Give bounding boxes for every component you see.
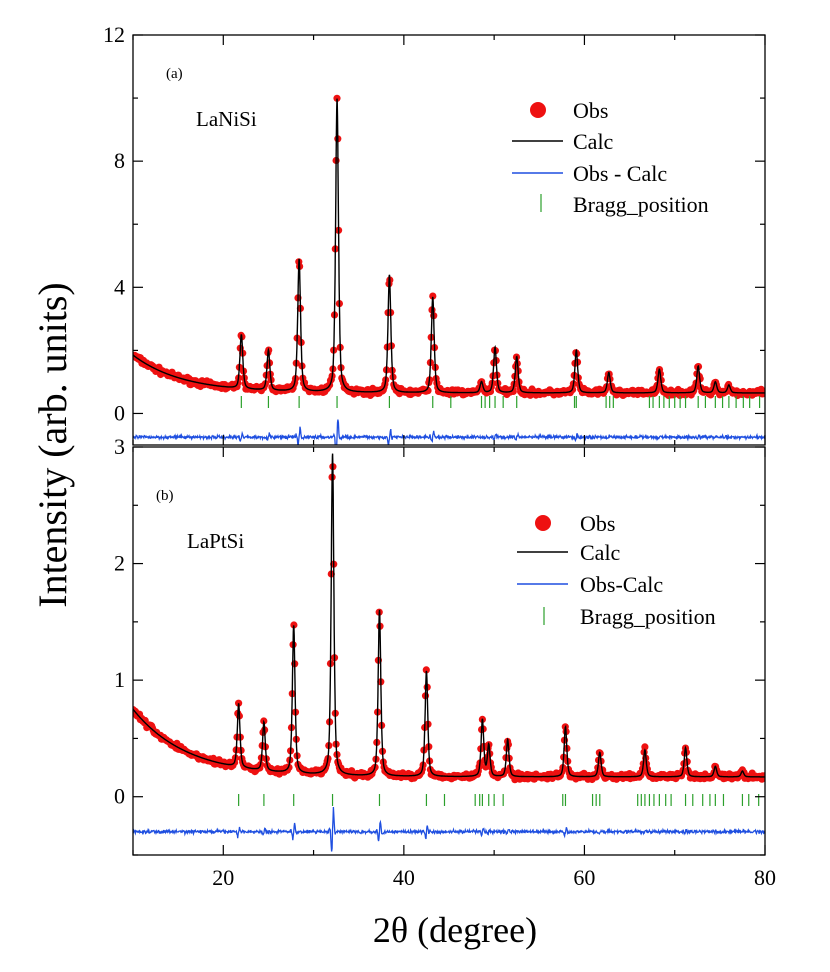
- panel-a-y-ticks: 0 4 8 12: [103, 22, 765, 425]
- panel-b-label: (b): [156, 488, 174, 504]
- panel-a-label: (a): [166, 66, 183, 82]
- obs-point: [652, 387, 660, 395]
- panel-b-plot-area: [133, 453, 765, 852]
- y-tick-label: 0: [114, 400, 125, 425]
- panel-b-legend: Obs Calc Obs-Calc Bragg_position: [517, 511, 716, 629]
- legend-obs-marker: [535, 515, 551, 531]
- obs-point: [641, 743, 649, 751]
- y-tick-label: 3: [114, 434, 125, 459]
- x-tick-label: 60: [573, 865, 595, 890]
- y-tick-label: 8: [114, 148, 125, 173]
- legend-diff-label: Obs-Calc: [580, 572, 663, 597]
- y-tick-label: 2: [114, 551, 125, 576]
- x-tick-label: 80: [754, 865, 776, 890]
- data-series-group: [133, 453, 765, 852]
- obs-point: [760, 772, 765, 780]
- legend-calc-label: Calc: [580, 540, 621, 565]
- panel-b-laptsi: 0 1 2 3 20 40 60 80 (b) LaPtSi Obs Calc Obs-Ca…: [114, 434, 776, 890]
- x-tick-label: 20: [212, 865, 234, 890]
- panel-a-lanisi: 0 4 8 12 (a) LaNiSi Obs Calc Obs - Calc Bra…: [103, 22, 766, 446]
- panel-b-x-ticks: 20 40 60 80: [132, 447, 776, 890]
- legend-diff-label: Obs - Calc: [573, 161, 667, 186]
- bragg-ticks: [238, 794, 760, 806]
- obs-point: [509, 387, 517, 395]
- diff-line: [133, 806, 765, 852]
- panel-a-frame: [132, 34, 766, 446]
- x-axis-title: 2θ (degree): [373, 910, 537, 950]
- calc-line: [133, 453, 765, 778]
- calc-line: [133, 98, 765, 394]
- observed-points: [133, 94, 765, 400]
- legend-bragg-label: Bragg_position: [580, 604, 716, 629]
- legend-obs-marker: [530, 102, 546, 118]
- panel-a-plot-area: [133, 94, 765, 445]
- obs-point: [422, 666, 430, 674]
- y-tick-label: 1: [114, 667, 125, 692]
- obs-point: [429, 292, 437, 300]
- panel-a-sample-label: LaNiSi: [196, 107, 257, 131]
- diff-line: [133, 419, 765, 445]
- obs-point: [290, 621, 298, 629]
- legend-calc-label: Calc: [573, 129, 614, 154]
- y-tick-label: 12: [103, 22, 125, 47]
- panel-a-legend: Obs Calc Obs - Calc Bragg_position: [512, 98, 709, 217]
- obs-point: [333, 94, 341, 102]
- bragg-ticks: [240, 396, 761, 408]
- legend-obs-label: Obs: [580, 511, 615, 536]
- obs-point: [424, 387, 432, 395]
- legend-obs-label: Obs: [573, 98, 608, 123]
- panel-b-frame: [132, 446, 766, 856]
- panel-b-y-ticks: 0 1 2 3: [114, 434, 765, 856]
- y-axis-title: Intensity (arb. units): [30, 282, 75, 608]
- panel-a-x-ticks: [132, 35, 766, 445]
- y-tick-label: 0: [114, 784, 125, 809]
- panel-b-sample-label: LaPtSi: [187, 529, 244, 553]
- x-tick-label: 40: [393, 865, 415, 890]
- legend-bragg-label: Bragg_position: [573, 192, 709, 217]
- y-tick-label: 4: [114, 274, 125, 299]
- data-series-group: [133, 94, 765, 445]
